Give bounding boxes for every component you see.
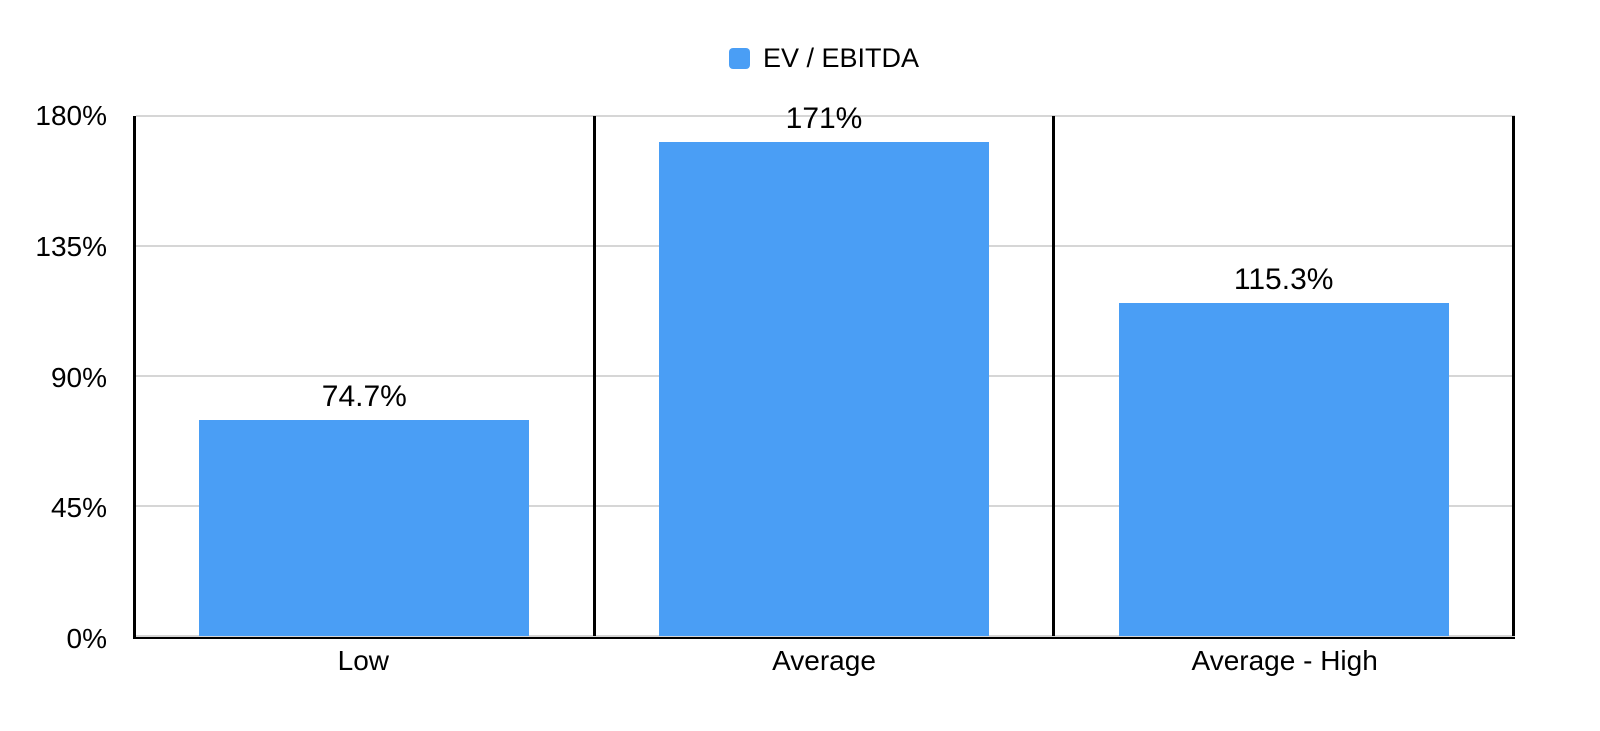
x-tick-label-average: Average (772, 645, 876, 676)
data-label-average: 171% (785, 102, 863, 135)
y-tick-label-135: 135% (35, 230, 107, 262)
chart-legend[interactable]: EV / EBITDA (133, 42, 1515, 74)
bar-average-high[interactable] (1118, 302, 1449, 636)
category-cell-average: 171% (596, 104, 1056, 636)
gridline-0 (136, 635, 1515, 637)
y-tick-label-0: 0% (66, 623, 107, 654)
y-tick-label-90: 90% (50, 361, 107, 393)
y-axis: 0% 45% 90% 135% 180% (0, 102, 107, 653)
data-label-average-high: 115.3% (1233, 262, 1334, 296)
x-tick-label-average-high: Average - High (1191, 645, 1378, 676)
data-label-low: 74.7% (321, 380, 407, 414)
bar-average[interactable] (659, 142, 989, 636)
bar-low[interactable] (199, 420, 530, 636)
category-cell-low: 74.7% (136, 116, 596, 636)
y-tick-label-180: 180% (35, 100, 107, 131)
plot-area: 74.7% 171% 115.3% (133, 104, 1516, 639)
legend-swatch-icon (728, 47, 750, 69)
category-cell-average-high: 115.3% (1055, 116, 1516, 636)
y-tick-label-45: 45% (50, 492, 107, 524)
category-cells: 74.7% 171% 115.3% (136, 104, 1516, 636)
gridline-180 (136, 115, 1515, 117)
legend-series-label: EV / EBITDA (762, 42, 920, 73)
x-tick-label-low: Low (337, 645, 390, 676)
x-axis: Low Average Average - High (133, 645, 1515, 677)
